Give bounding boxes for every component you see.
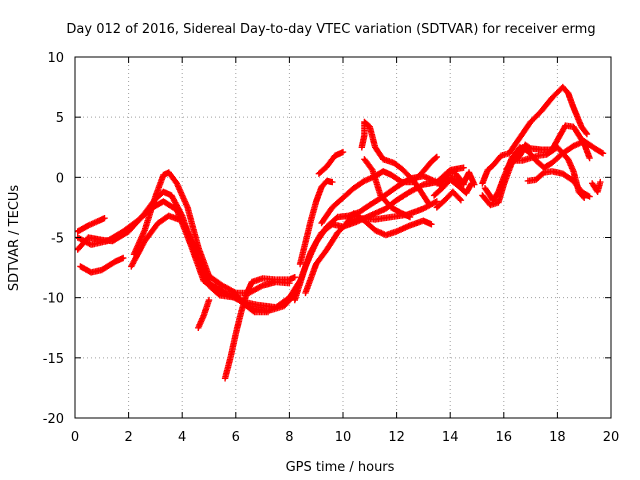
series-pass-18 xyxy=(433,188,465,211)
y-tick-label: -20 xyxy=(43,412,64,427)
x-tick-label: 16 xyxy=(496,430,513,445)
x-tick-label: 20 xyxy=(603,430,620,445)
y-tick-label: 10 xyxy=(47,51,64,66)
series-pass-22 xyxy=(481,138,607,204)
series-pass-6 xyxy=(130,169,293,297)
series-pass-8 xyxy=(221,274,298,382)
series-pass-14 xyxy=(342,210,435,239)
y-axis: 10 5 0 -5 -10 -15 -20 xyxy=(43,51,611,427)
x-tick-label: 10 xyxy=(335,430,352,445)
x-tick-label: 0 xyxy=(71,430,79,445)
series-pass-4 xyxy=(77,254,127,276)
series-pass-19 xyxy=(436,169,478,189)
plot-area xyxy=(74,83,607,382)
x-axis-label: GPS time / hours xyxy=(286,460,395,475)
x-tick-label: 4 xyxy=(178,430,186,445)
series-pass-10 xyxy=(296,177,336,268)
series-pass-2 xyxy=(74,174,467,311)
x-axis: 0 2 4 6 8 10 12 14 16 18 20 xyxy=(71,57,619,445)
y-tick-label: -15 xyxy=(43,352,64,367)
series-pass-25 xyxy=(589,178,604,195)
y-axis-label: SDTVAR / TECUs xyxy=(7,185,22,292)
chart-title: Day 012 of 2016, Sidereal Day-to-day VTE… xyxy=(66,22,595,37)
x-tick-label: 6 xyxy=(232,430,240,445)
series-pass-12 xyxy=(315,148,347,177)
x-tick-label: 2 xyxy=(124,430,132,445)
series-pass-7 xyxy=(195,296,213,331)
series-pass-15 xyxy=(358,118,432,207)
grid-lines xyxy=(75,57,611,418)
y-tick-label: 0 xyxy=(56,171,64,186)
series-pass-20 xyxy=(479,83,591,187)
series-pass-24 xyxy=(524,168,593,200)
series-pass-17 xyxy=(430,176,475,199)
x-tick-label: 14 xyxy=(442,430,459,445)
y-tick-label: 5 xyxy=(56,111,64,126)
series-pass-16 xyxy=(361,156,414,221)
x-tick-label: 12 xyxy=(388,430,405,445)
series-pass-1 xyxy=(74,215,108,235)
x-tick-label: 8 xyxy=(285,430,293,445)
series-pass-5 xyxy=(128,212,272,316)
y-tick-label: -10 xyxy=(43,292,64,307)
x-tick-label: 18 xyxy=(549,430,566,445)
y-tick-label: -5 xyxy=(51,232,64,247)
